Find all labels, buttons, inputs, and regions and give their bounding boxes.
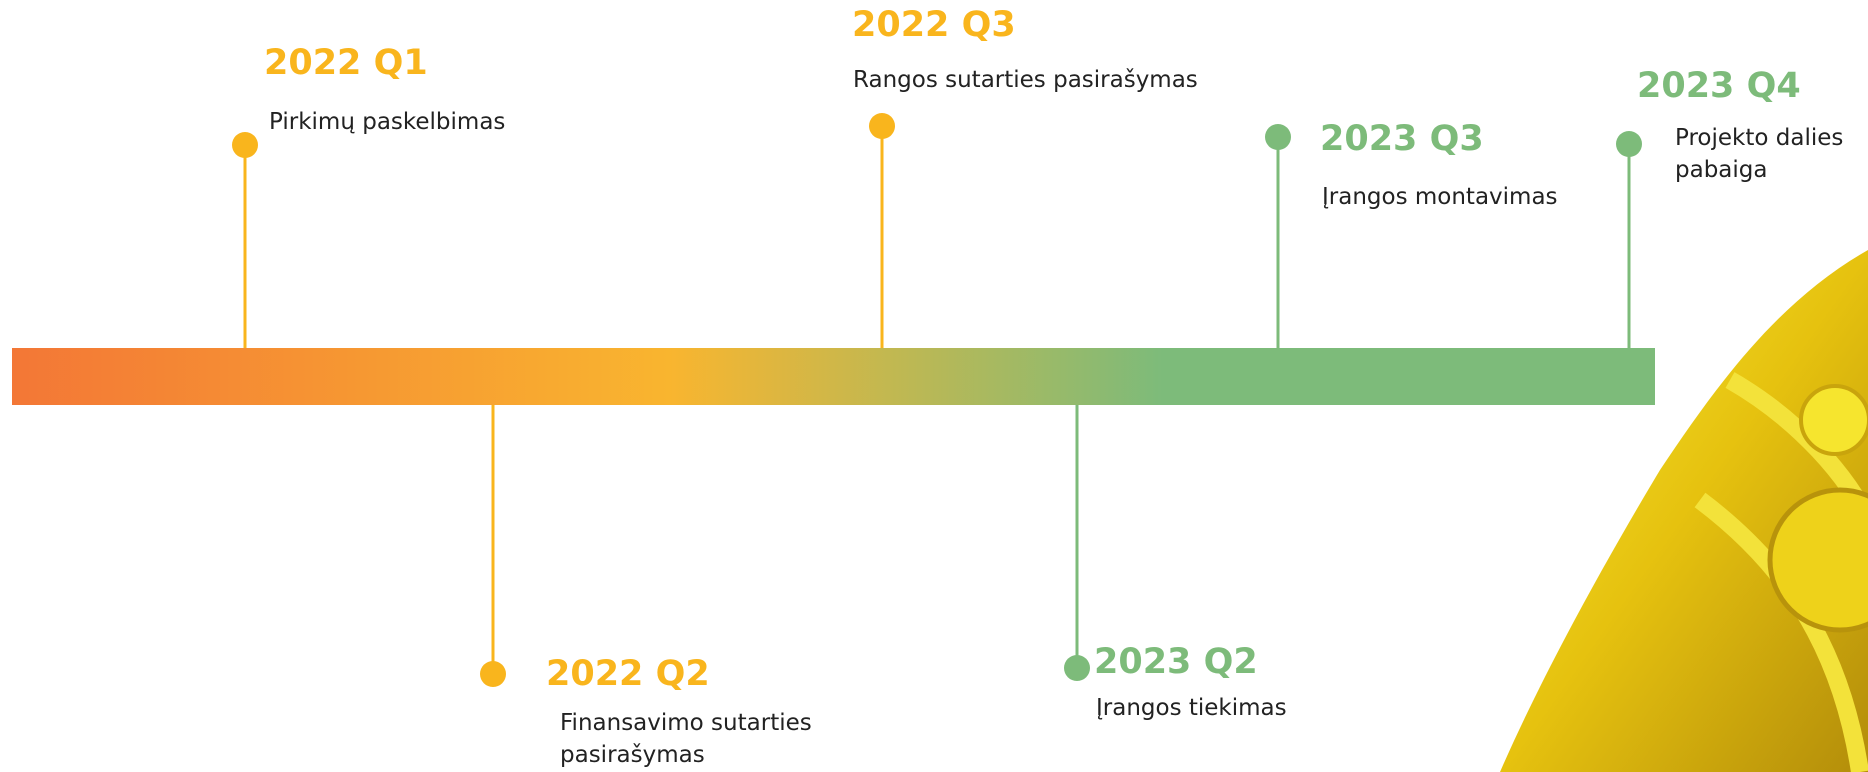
milestone-period: 2022 Q1: [264, 46, 428, 81]
milestone-period: 2023 Q4: [1637, 69, 1801, 104]
valve-bolt: [1801, 386, 1868, 454]
milestone-text: Įrangos montavimas: [1322, 181, 1622, 213]
milestone-dot: [232, 132, 258, 158]
milestone-dot: [1616, 131, 1642, 157]
timeline-bar: [12, 348, 1655, 405]
milestone-text: Projekto dalies pabaiga: [1675, 122, 1865, 186]
milestone-period: 2023 Q2: [1094, 645, 1258, 680]
milestone-text: Finansavimo sutarties pasirašymas: [560, 707, 860, 771]
milestone-dot: [1265, 124, 1291, 150]
milestone-dot: [480, 661, 506, 687]
milestone-text: Rangos sutarties pasirašymas: [853, 64, 1253, 96]
milestone-text: Įrangos tiekimas: [1096, 692, 1396, 724]
milestone-period: 2022 Q2: [546, 657, 710, 692]
timeline-page: (() => { const data = JSON.parse(documen…: [0, 0, 1868, 772]
milestone-dot: [869, 113, 895, 139]
milestone-period: 2022 Q3: [852, 8, 1016, 43]
milestone-text: Pirkimų paskelbimas: [269, 106, 569, 138]
milestone-dot: [1064, 655, 1090, 681]
milestone-period: 2023 Q3: [1320, 122, 1484, 157]
